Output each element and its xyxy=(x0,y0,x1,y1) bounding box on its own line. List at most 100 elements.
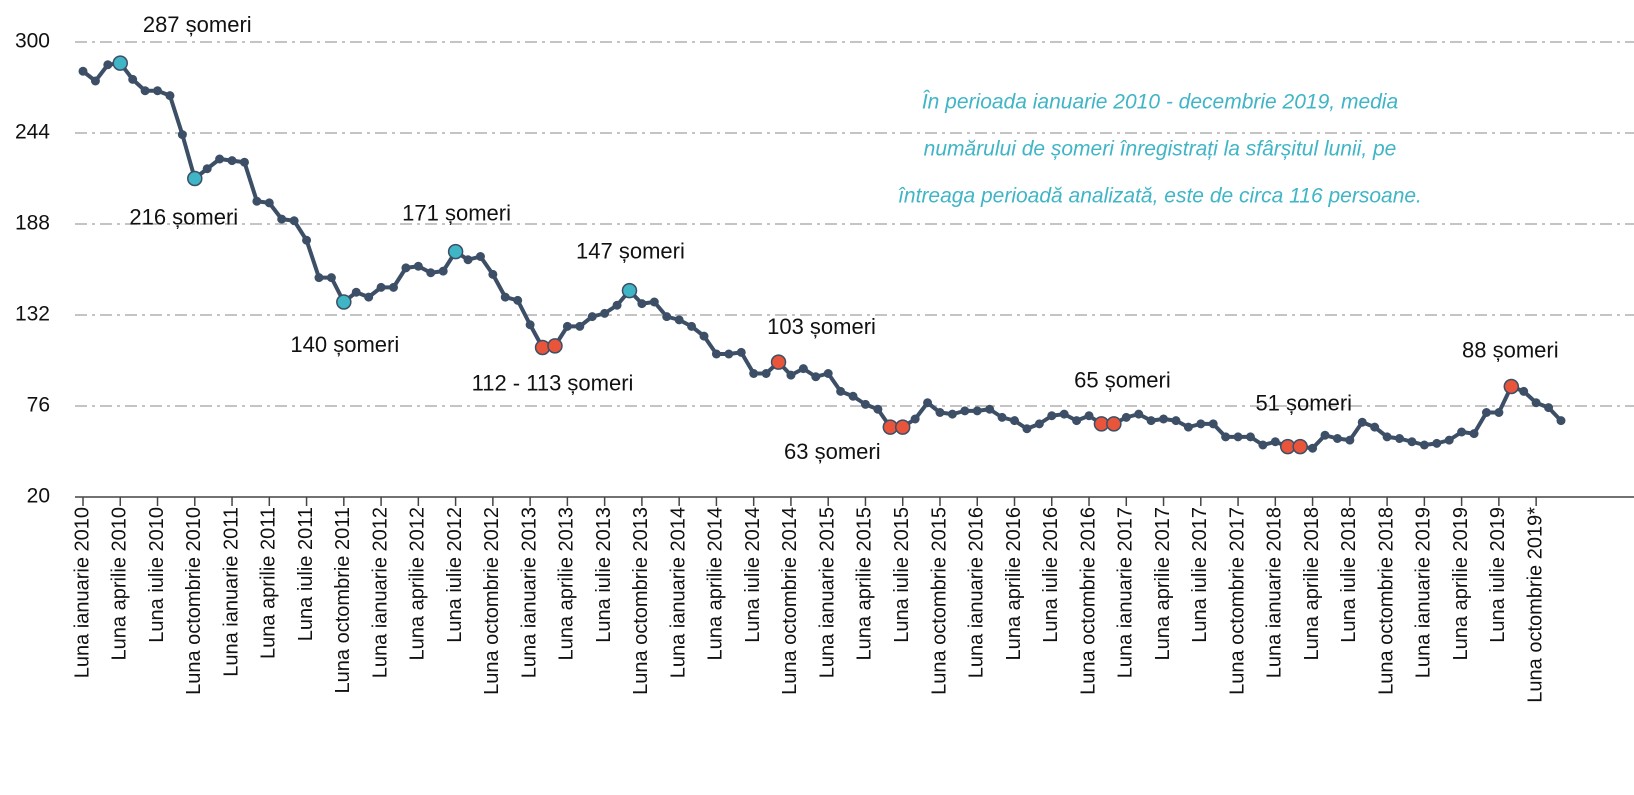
x-tick-label: Luna aprilie 2019 xyxy=(1450,507,1472,660)
point xyxy=(947,409,957,419)
point xyxy=(78,66,88,76)
x-tick-label: Luna ianuarie 2014 xyxy=(667,507,689,678)
point xyxy=(923,398,933,408)
point xyxy=(227,156,237,166)
x-tick-label: Luna aprilie 2014 xyxy=(705,507,727,660)
x-tick-label: Luna octombrie 2017 xyxy=(1226,507,1248,695)
point xyxy=(1531,398,1541,408)
point xyxy=(426,268,436,278)
point xyxy=(475,252,485,261)
annotation: 171 șomeri xyxy=(402,200,511,225)
point xyxy=(1444,435,1454,445)
point xyxy=(1419,440,1429,450)
x-tick-label: Luna iulie 2019 xyxy=(1487,507,1509,643)
point xyxy=(103,60,113,70)
point xyxy=(1258,440,1268,450)
point xyxy=(1146,416,1156,426)
annotation: 147 șomeri xyxy=(576,238,685,263)
point xyxy=(674,315,684,325)
x-tick-label: Luna octombrie 2018 xyxy=(1375,507,1397,695)
point xyxy=(463,255,473,265)
highlight-point xyxy=(621,282,638,299)
point xyxy=(165,91,175,101)
point xyxy=(1544,403,1554,413)
point xyxy=(1171,416,1181,426)
point xyxy=(1245,432,1255,442)
point xyxy=(1395,434,1405,443)
x-tick-label: Luna octombrie 2016 xyxy=(1077,507,1099,695)
point xyxy=(575,321,585,331)
point xyxy=(1320,430,1330,440)
point xyxy=(1233,432,1243,442)
y-tick-label: 244 xyxy=(15,121,50,144)
point xyxy=(985,404,995,414)
point xyxy=(1022,424,1032,434)
y-tick-label: 76 xyxy=(27,394,50,417)
point xyxy=(1457,427,1467,437)
point xyxy=(90,76,100,86)
point xyxy=(873,404,883,414)
point xyxy=(972,406,982,416)
point xyxy=(513,295,523,305)
point xyxy=(1556,416,1566,426)
x-tick-label: Luna iulie 2010 xyxy=(146,507,168,643)
x-tick-label: Luna iulie 2018 xyxy=(1338,507,1360,643)
point xyxy=(1072,416,1082,426)
x-tick-label: Luna octombrie 2019* xyxy=(1524,507,1546,703)
point xyxy=(960,406,970,416)
x-tick-label: Luna ianuarie 2018 xyxy=(1264,507,1286,678)
x-tick-label: Luna aprilie 2017 xyxy=(1152,507,1174,660)
point xyxy=(1010,416,1019,426)
x-tick-label: Luna iulie 2013 xyxy=(593,507,615,643)
point xyxy=(649,297,659,307)
point xyxy=(202,164,212,174)
point xyxy=(798,364,808,374)
annotation: 51 șomeri xyxy=(1255,390,1352,415)
highlight-point xyxy=(547,338,563,354)
point xyxy=(1382,432,1392,442)
point xyxy=(289,216,299,226)
point xyxy=(438,266,448,276)
point xyxy=(1221,432,1231,442)
point xyxy=(239,157,249,167)
x-tick-label: Luna octombrie 2015 xyxy=(928,507,950,695)
point xyxy=(215,154,225,164)
point xyxy=(749,369,759,378)
highlight-point xyxy=(770,354,787,370)
point xyxy=(1121,412,1131,422)
point xyxy=(1357,417,1367,427)
point xyxy=(488,269,498,279)
x-tick-label: Luna aprilie 2015 xyxy=(854,507,876,660)
point xyxy=(587,312,597,322)
point xyxy=(848,391,858,401)
highlight-point xyxy=(1292,438,1308,455)
point xyxy=(140,86,150,96)
y-tick-label: 188 xyxy=(15,212,50,235)
point xyxy=(1494,408,1504,417)
point xyxy=(637,299,647,309)
x-tick-label: Luna iulie 2014 xyxy=(742,507,764,643)
note-line: În perioada ianuarie 2010 - decembrie 20… xyxy=(922,91,1398,114)
point xyxy=(997,412,1007,422)
x-tick-label: Luna ianuarie 2013 xyxy=(518,507,540,678)
highlight-point xyxy=(894,419,911,435)
x-tick-label: Luna ianuarie 2016 xyxy=(966,507,988,678)
point xyxy=(314,273,324,283)
point xyxy=(1407,437,1417,447)
x-tick-label: Luna aprilie 2010 xyxy=(109,507,131,660)
point xyxy=(413,261,423,271)
point xyxy=(264,198,274,208)
point xyxy=(736,347,746,357)
x-tick-label: Luna ianuarie 2011 xyxy=(220,507,242,677)
point xyxy=(252,196,262,206)
point xyxy=(1134,409,1144,419)
x-tick-label: Luna ianuarie 2019 xyxy=(1413,507,1435,678)
x-tick-label: Luna ianuarie 2017 xyxy=(1115,507,1137,678)
point xyxy=(687,321,697,331)
point xyxy=(1308,443,1318,453)
x-tick-label: Luna aprilie 2011 xyxy=(258,507,280,659)
point xyxy=(699,331,709,341)
point xyxy=(351,287,361,297)
point xyxy=(277,214,287,224)
